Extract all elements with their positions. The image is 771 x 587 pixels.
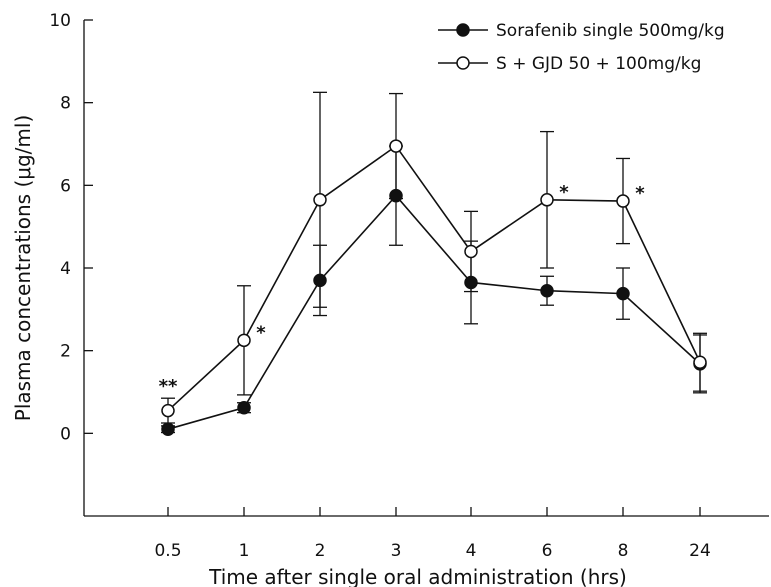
significance-annotations: **** * — [159, 182, 646, 397]
data-point-sorafenib — [237, 400, 251, 415]
data-point-sorafenib — [616, 286, 630, 301]
series-lines — [167, 144, 701, 430]
y-tick-label: 10 — [49, 11, 71, 31]
data-point-sorafenib — [464, 275, 478, 290]
series-line-combination — [167, 144, 701, 412]
x-tick-label: 4 — [466, 541, 477, 561]
data-point-combination — [237, 333, 251, 348]
x-tick-label: 8 — [618, 541, 629, 561]
y-tick-label: 4 — [60, 259, 71, 279]
x-tick-label: 2 — [315, 541, 326, 561]
legend: Sorafenib single 500mg/kg S + GJD 50 + 1… — [438, 21, 725, 74]
error-bars — [161, 91, 707, 434]
data-point-combination — [389, 139, 403, 153]
data-point-combination — [693, 355, 707, 369]
legend-marker-combination — [456, 56, 470, 70]
data-point-combination — [464, 244, 478, 259]
x-tick-label: 6 — [542, 541, 553, 561]
series-line-sorafenib — [167, 194, 701, 430]
x-tick-label: 24 — [689, 541, 711, 561]
axes — [83, 20, 769, 517]
y-tick-label: 2 — [60, 342, 71, 362]
data-point-combination — [161, 403, 175, 418]
significance-marker: ** — [159, 376, 178, 397]
y-tick-label: 8 — [60, 94, 71, 114]
significance-marker: * — [559, 182, 569, 203]
significance-marker: * — [635, 183, 645, 204]
y-axis-title: Plasma concentrations (μg/ml) — [11, 115, 35, 421]
data-point-combination — [616, 194, 630, 208]
legend-label-sorafenib: Sorafenib single 500mg/kg — [496, 21, 725, 41]
data-point-sorafenib — [389, 188, 403, 203]
legend-label-combination: S + GJD 50 + 100mg/kg — [496, 54, 701, 74]
data-point-combination — [313, 193, 327, 207]
x-tick-label: 1 — [239, 541, 250, 561]
significance-marker: * — [256, 322, 266, 343]
data-point-combination — [540, 193, 554, 207]
data-points — [161, 139, 707, 436]
x-axis-title: Time after single oral administration (h… — [208, 565, 627, 587]
legend-marker-sorafenib — [456, 23, 470, 37]
y-tick-label: 0 — [60, 424, 71, 444]
data-point-sorafenib — [313, 273, 327, 288]
x-tick-label: 3 — [391, 541, 402, 561]
y-tick-label: 6 — [60, 176, 71, 196]
data-point-sorafenib — [161, 422, 175, 436]
x-tick-label: 0.5 — [154, 541, 181, 561]
data-point-sorafenib — [540, 283, 554, 298]
